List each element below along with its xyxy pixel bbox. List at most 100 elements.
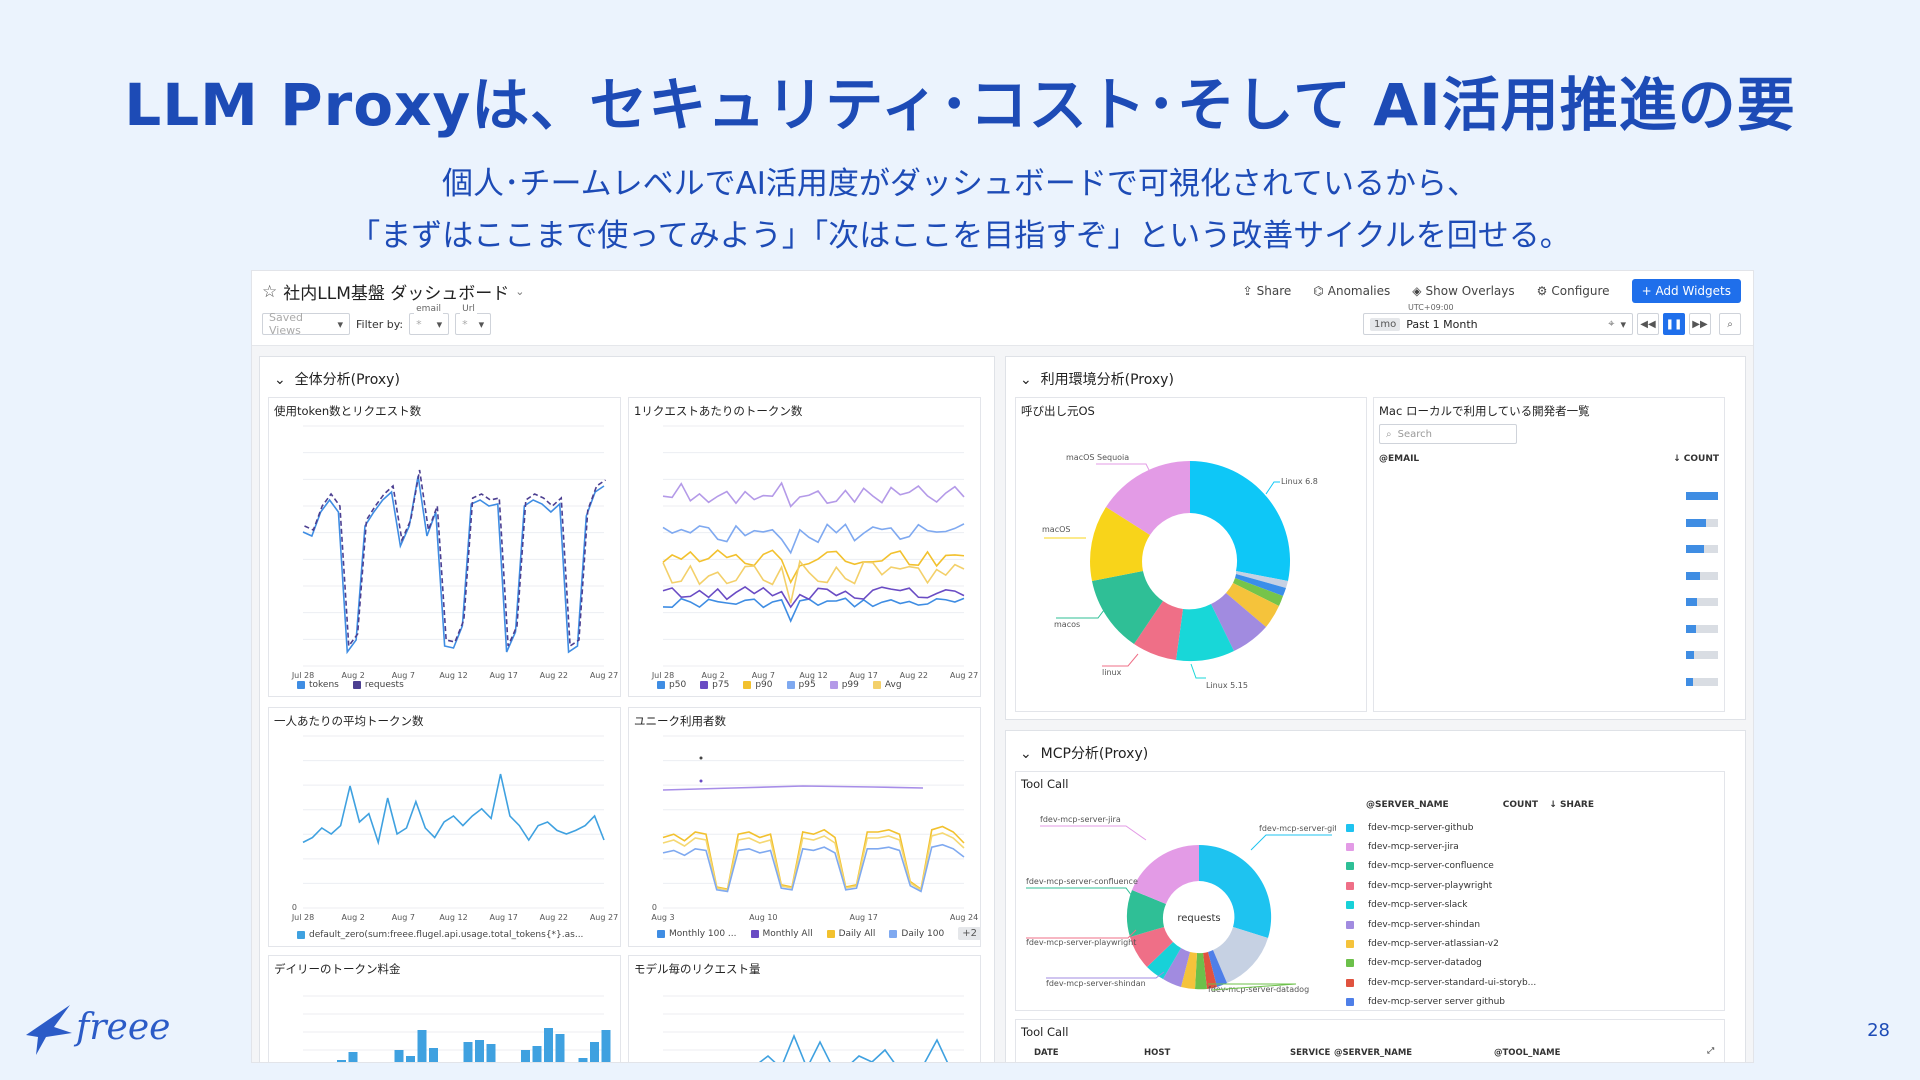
chart-legend: tokens requests — [297, 680, 404, 690]
col-tool-name[interactable]: @TOOL_NAME — [1494, 1048, 1561, 1058]
url-filter[interactable]: Url * ▾ — [455, 304, 492, 335]
color-swatch — [1346, 901, 1354, 910]
dashboard-title-row[interactable]: ☆ 社内LLM基盤 ダッシュボード ⌄ — [262, 279, 525, 305]
x-tick-label: Aug 27 — [950, 671, 978, 680]
panel-tool-call[interactable]: Tool Call requests fdev-mcp-server-jir — [1015, 771, 1725, 1011]
callout-label: fdev-mcp-server-shindan — [1046, 979, 1146, 988]
panel-tokens-per-request[interactable]: 1リクエストあたりのトークン数 Jul 28 Aug 2 Aug 7 Aug 12 Au… — [628, 397, 981, 697]
configure-button[interactable]: ⚙ Configure — [1536, 284, 1610, 298]
x-tick-label: Aug 12 — [439, 913, 467, 922]
series-p90 — [662, 549, 965, 585]
zoom-icon[interactable]: ⌕ — [1719, 313, 1741, 335]
page-number: 28 — [1867, 1020, 1890, 1041]
panel-tokens-requests[interactable]: 使用token数とリクエスト数 Jul 28 Aug 2 Aug 7 Aug 12 Au… — [268, 397, 621, 697]
server-name: fdev-mcp-server-confluence — [1368, 861, 1494, 872]
group-title-env[interactable]: ⌄ 利用環境分析(Proxy) — [1020, 372, 1174, 388]
count-bar — [1686, 651, 1718, 659]
x-tick-label: Jul 28 — [291, 913, 314, 922]
server-row[interactable]: fdev-mcp-server-playwright — [1336, 876, 1594, 895]
x-tick-label: Jul 28 — [291, 671, 314, 680]
donut-slice — [1203, 952, 1217, 989]
callout-label: fdev-mcp-server-jira — [1040, 815, 1121, 824]
group-title-overall[interactable]: ⌄ 全体分析(Proxy) — [274, 372, 400, 388]
donut-slice — [1213, 927, 1268, 983]
legend-item[interactable]: requests — [352, 680, 404, 690]
panel-mac-devs[interactable]: Mac ローカルで利用している開発者一覧 ⌕ Search @EMAIL ↓ CO… — [1373, 397, 1725, 712]
callout-line — [1250, 834, 1332, 851]
col-server-name[interactable]: @SERVER_NAME — [1334, 1048, 1413, 1058]
series-p50 — [662, 597, 965, 623]
col-host[interactable]: HOST — [1144, 1048, 1171, 1058]
panel-model-requests[interactable]: モデル毎のリクエスト量 — [628, 955, 981, 1062]
expand-icon[interactable]: ⤢ — [1707, 1046, 1714, 1056]
server-name: fdev-mcp-server-datadog — [1368, 958, 1482, 969]
col-service[interactable]: SERVICE — [1290, 1048, 1331, 1058]
x-tick-label: Aug 17 — [489, 671, 517, 680]
donut-slice — [1130, 927, 1173, 967]
pause-button[interactable]: ❚❚ — [1663, 313, 1685, 335]
os-label: macos — [1054, 620, 1080, 629]
server-row[interactable]: fdev-mcp-server-datadog — [1336, 954, 1594, 973]
series-requests — [304, 469, 606, 649]
col-email[interactable]: @EMAIL — [1379, 454, 1420, 464]
col-count[interactable]: COUNT — [1502, 800, 1538, 810]
legend-item[interactable]: default_zero(sum:freee.flugel.api.usage.… — [297, 930, 583, 940]
legend-item[interactable]: Monthly All — [750, 927, 813, 940]
email-filter[interactable]: email * ▾ — [409, 304, 450, 335]
legend-item[interactable]: p90 — [743, 680, 773, 690]
donut-slice — [1092, 571, 1163, 644]
panel-avg-tokens[interactable]: 一人あたりの平均トークン数 Jul 28 Aug 2 Aug 7 Aug 12 Aug … — [268, 707, 621, 947]
bar — [417, 1030, 427, 1062]
callout-line — [1026, 887, 1133, 897]
col-count[interactable]: ↓ COUNT — [1673, 454, 1719, 464]
star-icon[interactable]: ☆ — [262, 281, 278, 302]
panel-daily-cost[interactable]: デイリーのトークン料金 — [268, 955, 621, 1062]
server-row[interactable]: fdev-mcp-server-shindan — [1336, 915, 1594, 934]
server-row[interactable]: fdev-mcp-server server github — [1336, 993, 1594, 1012]
rewind-button[interactable]: ◀◀ — [1637, 313, 1659, 335]
share-button[interactable]: ⇪ Share — [1242, 284, 1292, 298]
pin-icon[interactable]: ⌖ — [1608, 317, 1615, 330]
legend-item[interactable]: Daily 100 — [889, 927, 944, 940]
panel-os[interactable]: 呼び出し元OS macOS Sequoia Linux 6.8 — [1015, 397, 1367, 712]
forward-button[interactable]: ▶▶ — [1689, 313, 1711, 335]
chevron-down-icon[interactable]: ⌄ — [515, 285, 525, 298]
col-server-name[interactable]: @SERVER_NAME — [1366, 800, 1449, 810]
server-row[interactable]: fdev-mcp-server-confluence — [1336, 857, 1594, 876]
anomalies-button[interactable]: ⌬ Anomalies — [1313, 284, 1391, 298]
x-tick-label: Aug 27 — [590, 913, 618, 922]
server-row[interactable]: fdev-mcp-server-github — [1336, 818, 1594, 837]
server-row[interactable]: fdev-mcp-server-atlassian-v2 — [1336, 934, 1594, 953]
series-daily-100 — [662, 832, 965, 892]
callout-label: fdev-mcp-server-github — [1259, 824, 1336, 833]
panel-unique-users[interactable]: ユニーク利用者数 Aug 3 Aug 10 Aug 17 Aug 24 0 Monthl… — [628, 707, 981, 947]
legend-item[interactable]: p95 — [786, 680, 816, 690]
dashboard-topbar: ☆ 社内LLM基盤 ダッシュボード ⌄ ⇪ Share ⌬ Anomalies ◈ S… — [252, 271, 1753, 346]
show-overlays-button[interactable]: ◈ Show Overlays — [1412, 284, 1515, 298]
filter-by-label: Filter by: — [356, 317, 404, 331]
col-date[interactable]: DATE — [1034, 1048, 1059, 1058]
bar — [578, 1058, 588, 1062]
legend-item[interactable]: tokens — [297, 680, 339, 690]
group-title-mcp[interactable]: ⌄ MCP分析(Proxy) — [1020, 746, 1149, 762]
legend-item[interactable]: p99 — [829, 680, 859, 690]
legend-more-badge[interactable]: +2 — [958, 927, 981, 940]
count-bar — [1686, 518, 1718, 527]
legend-item[interactable]: Avg — [872, 680, 902, 690]
legend-item[interactable]: Monthly 100 ... — [657, 927, 737, 940]
saved-views-select[interactable]: Saved Views ▾ — [262, 311, 350, 337]
search-input[interactable]: ⌕ Search — [1379, 424, 1517, 444]
donut-slice — [1134, 601, 1183, 660]
server-row[interactable]: fdev-mcp-server-jira — [1336, 837, 1594, 856]
legend-item[interactable]: Daily All — [826, 927, 875, 940]
time-range-select[interactable]: UTC+09:00 1mo Past 1 Month ⌖ ▾ — [1363, 303, 1633, 335]
server-row[interactable]: fdev-mcp-server-slack — [1336, 896, 1594, 915]
add-widgets-button[interactable]: + Add Widgets — [1631, 279, 1741, 303]
legend-item[interactable]: p75 — [700, 680, 729, 690]
legend-item[interactable]: p50 — [657, 680, 686, 690]
dashboard-screenshot: ☆ 社内LLM基盤 ダッシュボード ⌄ ⇪ Share ⌬ Anomalies ◈ S… — [251, 270, 1754, 1063]
server-row[interactable]: fdev-mcp-server-standard-ui-storyb... — [1336, 973, 1594, 992]
bar — [590, 1042, 599, 1062]
panel-tool-call-table[interactable]: Tool Call DATE HOST SERVICE @SERVER_NAME… — [1015, 1019, 1725, 1062]
col-share[interactable]: ↓ SHARE — [1549, 800, 1594, 810]
